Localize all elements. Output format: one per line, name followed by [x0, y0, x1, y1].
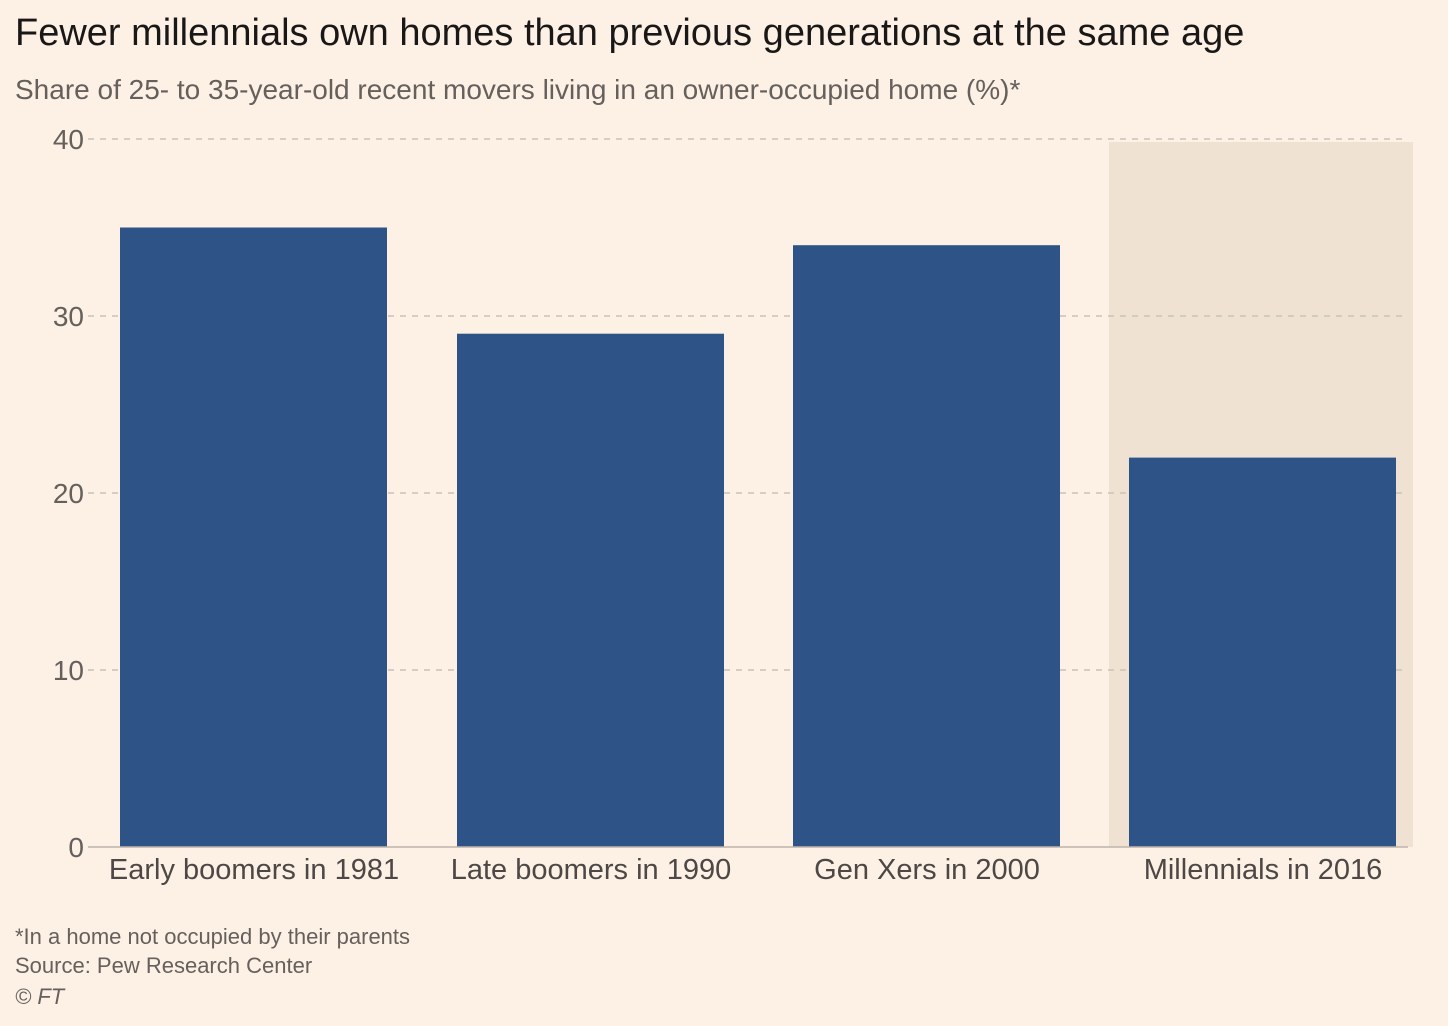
chart-subtitle: Share of 25- to 35-year-old recent mover…	[15, 74, 1021, 105]
bar-3	[793, 245, 1060, 847]
x-tick-label-1: Early boomers in 1981	[109, 854, 399, 886]
y-tick-label-10: 10	[53, 655, 84, 686]
y-tick-label-40: 40	[53, 124, 84, 155]
bar-4	[1129, 457, 1396, 847]
x-tick-label-3: Gen Xers in 2000	[814, 854, 1040, 886]
footnote-credit: © FT	[15, 984, 65, 1009]
footnote-source: Source: Pew Research Center	[15, 953, 313, 978]
bar-layer	[120, 227, 1396, 847]
axis-layer: 0 10 20 30 40 Early boomers in 1981 Late boome…	[53, 124, 1408, 886]
y-tick-label-0: 0	[68, 832, 84, 863]
bar-1	[120, 227, 387, 847]
chart-title: Fewer millennials own homes than previou…	[15, 12, 1245, 54]
footnote-note: *In a home not occupied by their parents	[15, 924, 411, 949]
y-tick-label-20: 20	[53, 478, 84, 509]
x-tick-label-2: Late boomers in 1990	[451, 854, 732, 886]
bar-2	[457, 333, 724, 847]
x-tick-label-4: Millennials in 2016	[1144, 854, 1383, 886]
y-tick-label-30: 30	[53, 301, 84, 332]
